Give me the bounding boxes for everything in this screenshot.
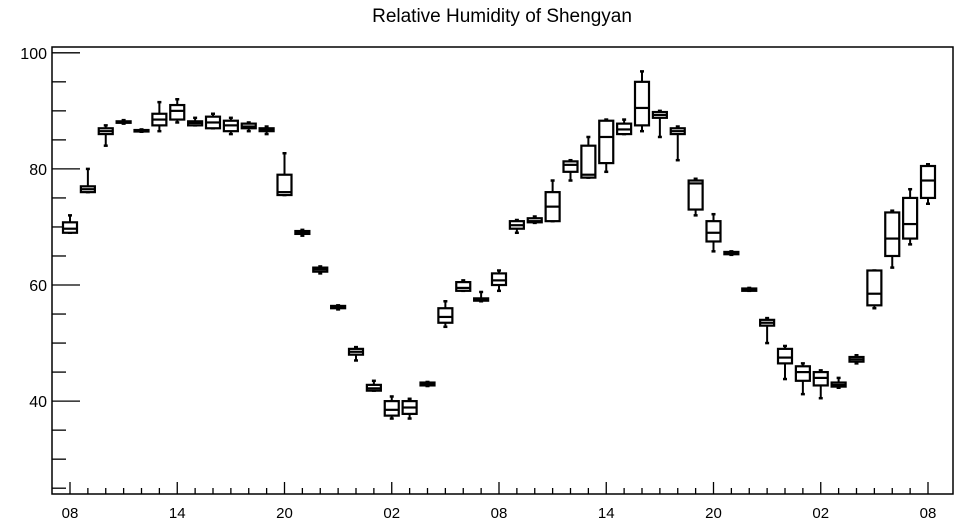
box-48	[919, 163, 937, 205]
box-40	[776, 344, 794, 381]
iqr-box	[633, 80, 651, 127]
box-7	[187, 116, 204, 127]
x-tick-label: 20	[705, 505, 722, 522]
box-16	[347, 345, 365, 362]
iqr-box	[383, 400, 400, 417]
iqr-box	[61, 221, 79, 234]
box-21	[437, 300, 454, 329]
box-22	[455, 279, 472, 293]
box-36	[705, 212, 722, 253]
iqr-box	[598, 119, 615, 165]
iqr-box	[580, 144, 597, 179]
box-31	[616, 118, 633, 136]
box-15	[330, 304, 347, 311]
box-11	[258, 125, 275, 136]
iqr-box	[169, 103, 186, 121]
chart-title: Relative Humidity of Shengyan	[372, 6, 632, 27]
box-26	[526, 215, 543, 225]
y-tick-label: 100	[20, 46, 47, 63]
box-9	[222, 116, 239, 136]
plot-frame	[51, 46, 954, 495]
box-series	[61, 70, 937, 420]
iqr-box	[490, 272, 508, 287]
box-44	[848, 354, 865, 365]
iqr-box	[562, 160, 579, 173]
x-tick-label: 08	[920, 505, 937, 522]
box-24	[490, 269, 508, 293]
x-tick-label: 08	[491, 505, 508, 522]
box-34	[669, 125, 686, 162]
box-8	[204, 112, 222, 130]
y-tick-label: 60	[29, 278, 47, 295]
box-5	[151, 100, 168, 133]
x-tick-label: 14	[598, 505, 615, 522]
iqr-box	[455, 281, 472, 292]
x-tick-label: 14	[169, 505, 186, 522]
box-12	[276, 151, 293, 197]
box-38	[741, 286, 758, 293]
box-42	[812, 369, 829, 400]
box-17	[365, 379, 382, 392]
iqr-box	[866, 269, 883, 307]
x-tick-label: 20	[276, 505, 293, 522]
box-10	[240, 121, 257, 133]
box-20	[419, 380, 436, 388]
box-33	[651, 109, 668, 139]
x-axis: 08 14 20 02 08 14 20 02 08	[62, 482, 937, 522]
box-30	[598, 118, 615, 174]
box-35	[687, 177, 704, 217]
iqr-box	[794, 365, 811, 382]
box-47	[902, 187, 919, 246]
box-25	[508, 218, 525, 235]
x-tick-label: 02	[383, 505, 400, 522]
box-46	[884, 209, 901, 269]
box-32	[633, 70, 651, 133]
box-2	[97, 124, 114, 147]
iqr-box	[902, 196, 919, 240]
box-43	[830, 376, 847, 390]
box-6	[169, 97, 186, 124]
box-1	[79, 167, 96, 194]
box-28	[562, 158, 579, 182]
box-3	[115, 118, 132, 125]
box-45	[866, 269, 883, 310]
box-41	[794, 362, 811, 396]
box-27	[544, 179, 561, 223]
iqr-box	[776, 347, 794, 365]
box-29	[580, 135, 597, 179]
box-19	[401, 397, 418, 420]
iqr-box	[884, 211, 901, 258]
y-axis: 40 60 80 100	[20, 46, 80, 489]
x-tick-label: 02	[812, 505, 829, 522]
iqr-box	[437, 307, 454, 324]
box-14	[312, 265, 329, 275]
iqr-box	[687, 179, 704, 211]
box-13	[294, 228, 311, 237]
box-4	[133, 128, 150, 134]
box-23	[473, 290, 490, 303]
y-tick-label: 40	[29, 394, 47, 411]
iqr-box	[705, 220, 722, 243]
box-0	[61, 214, 79, 235]
iqr-box	[276, 173, 293, 197]
iqr-box	[919, 164, 937, 200]
box-37	[723, 250, 740, 257]
x-tick-label: 08	[62, 505, 79, 522]
y-tick-label: 80	[29, 162, 47, 179]
box-18	[383, 395, 400, 420]
box-39	[759, 316, 776, 345]
